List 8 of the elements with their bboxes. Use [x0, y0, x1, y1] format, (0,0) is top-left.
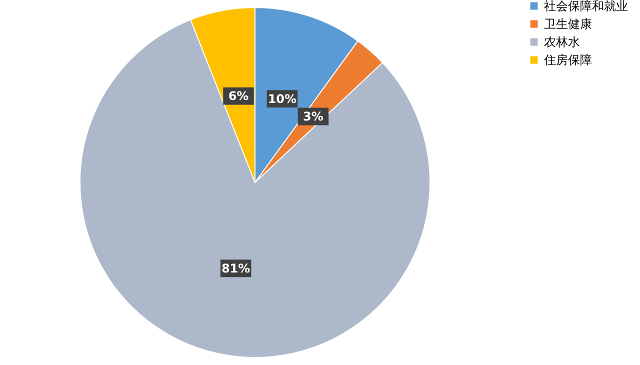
- legend-label: 住房保障: [543, 53, 592, 67]
- legend-label: 农林水: [544, 35, 580, 49]
- data-label: 6%: [228, 89, 249, 104]
- legend-label: 卫生健康: [544, 17, 592, 31]
- data-label: 3%: [303, 109, 324, 124]
- data-label: 10%: [268, 92, 297, 106]
- data-label: 81%: [221, 261, 250, 276]
- legend-label: 社会保障和就业: [544, 0, 628, 13]
